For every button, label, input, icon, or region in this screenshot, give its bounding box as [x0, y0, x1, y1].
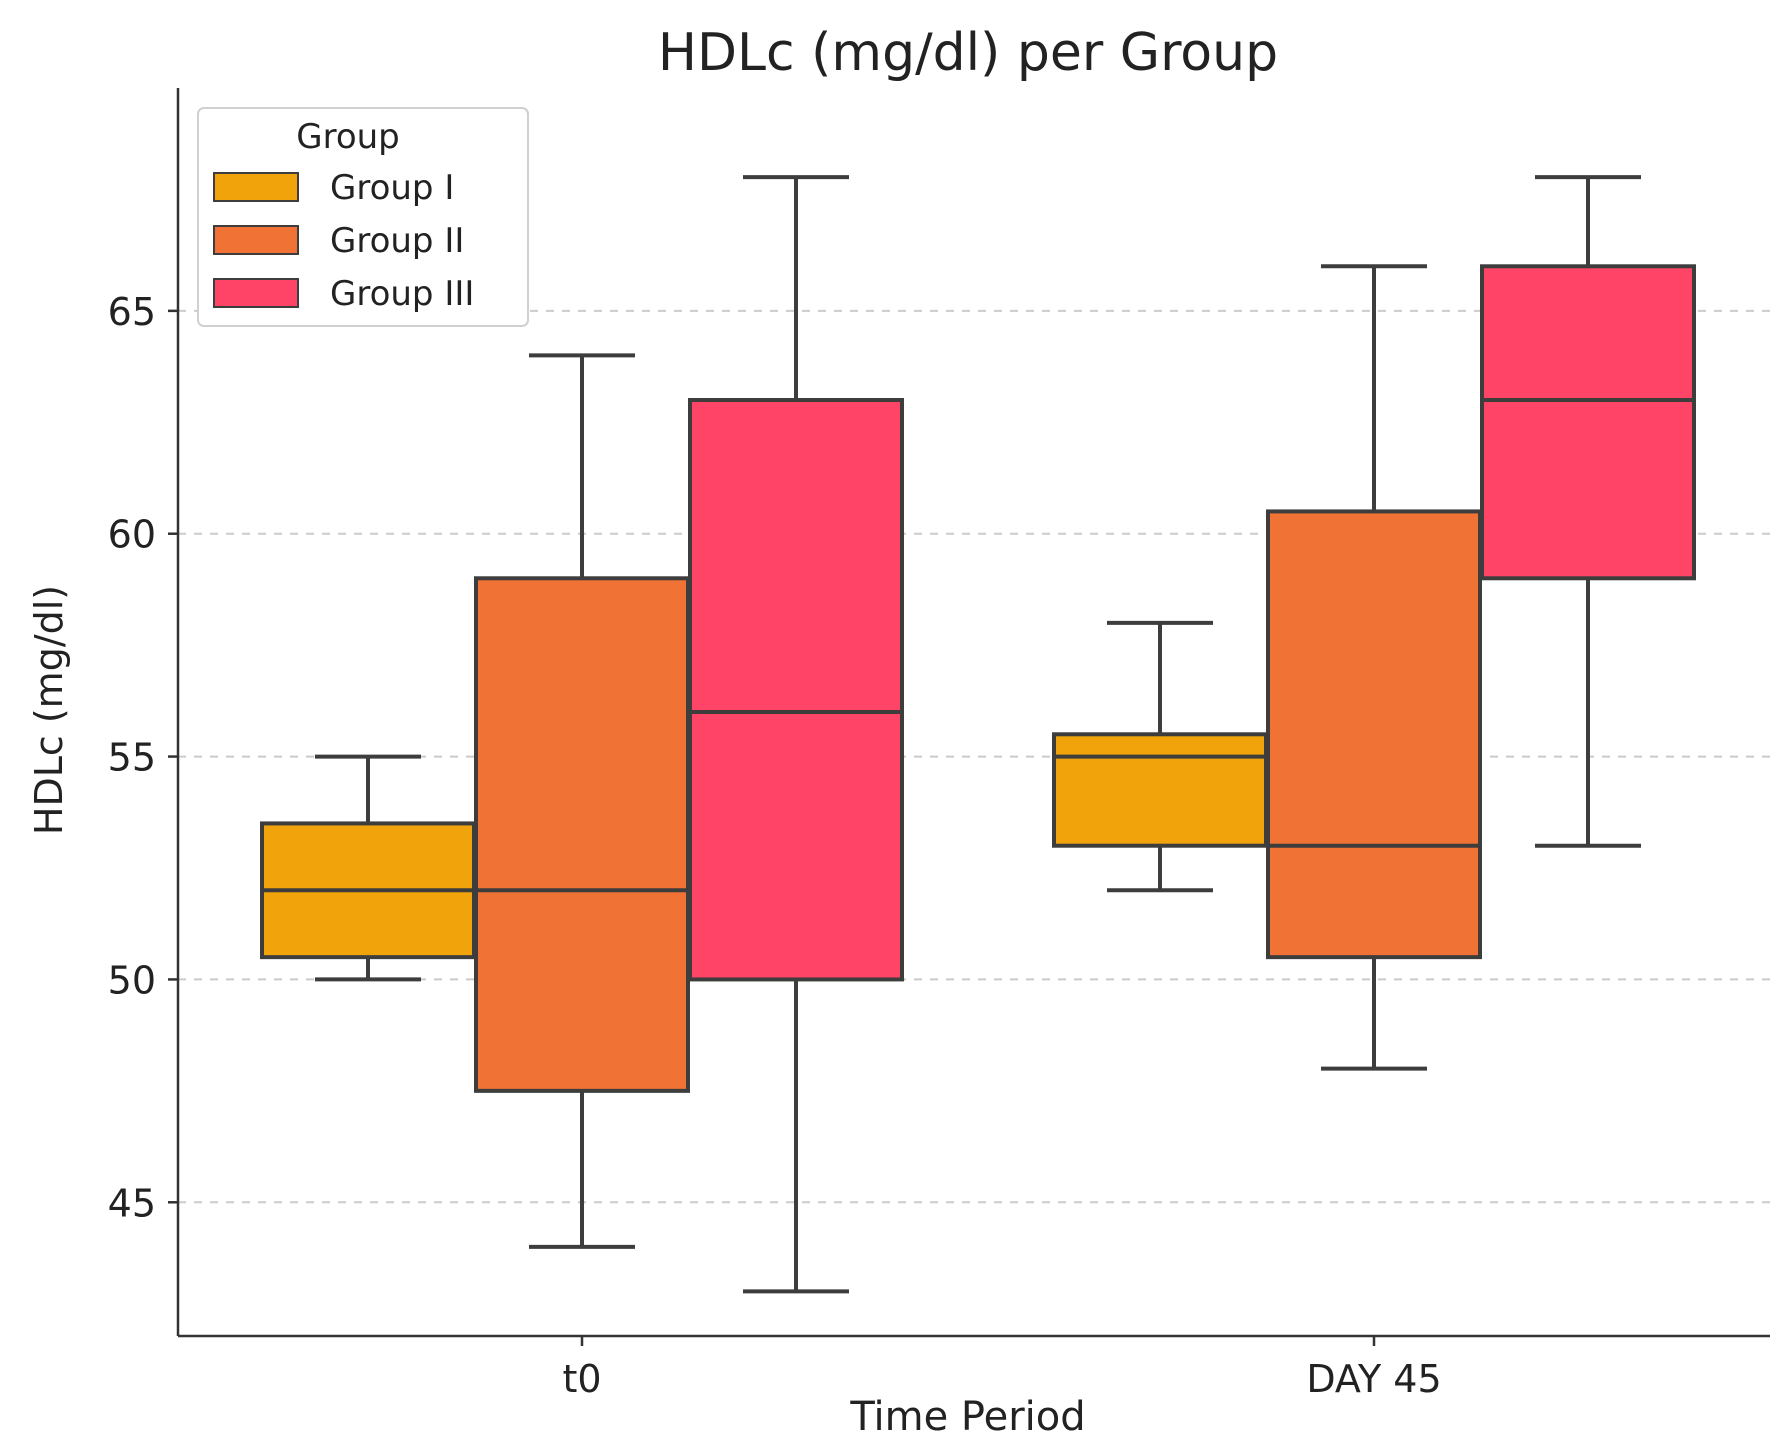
box-group-ii-0 — [474, 353, 690, 1249]
legend-label: Group I — [330, 168, 454, 208]
x-axis-label: Time Period — [849, 1394, 1085, 1440]
legend: Group Group I Group II Group III — [197, 107, 529, 327]
legend-swatch — [213, 225, 299, 255]
box-group-i-1 — [1052, 620, 1268, 893]
legend-label: Group III — [330, 274, 474, 314]
x-tick-label-1: DAY 45 — [1306, 1357, 1441, 1401]
y-axis-label: HDLc (mg/dl) — [27, 585, 71, 835]
boxes-layer — [260, 175, 1696, 1294]
legend-swatch — [213, 172, 299, 202]
iqr-box — [1052, 732, 1268, 848]
legend-entry-group-ii: Group II — [213, 221, 464, 261]
legend-frame — [197, 107, 529, 327]
labels-layer: HDLc (mg/dl) per Group Time Period HDLc … — [27, 23, 1278, 1440]
box-group-iii-0 — [688, 175, 904, 1294]
legend-label: Group II — [330, 221, 464, 261]
legend-entries: Group I Group II Group III — [213, 168, 474, 314]
iqr-box — [474, 576, 690, 1093]
box-group-i-0 — [260, 754, 476, 982]
iqr-box — [1480, 264, 1696, 581]
iqr-box — [1266, 509, 1482, 960]
legend-title: Group — [296, 117, 400, 157]
y-tick-label-55: 55 — [108, 736, 156, 780]
y-tick-label-65: 65 — [108, 290, 156, 334]
x-tick-label-0: t0 — [562, 1357, 601, 1401]
chart-title: HDLc (mg/dl) per Group — [658, 23, 1278, 83]
y-tick-label-45: 45 — [108, 1181, 156, 1225]
legend-entry-group-iii: Group III — [213, 274, 474, 314]
box-group-iii-1 — [1480, 175, 1696, 848]
y-tick-label-50: 50 — [108, 958, 156, 1002]
iqr-box — [688, 398, 904, 982]
y-tick-label-60: 60 — [108, 513, 156, 557]
legend-swatch — [213, 278, 299, 308]
axes-layer: 45 50 55 60 65 t0 DAY 45 — [108, 88, 1770, 1401]
legend-entry-group-i: Group I — [213, 168, 454, 208]
box-group-ii-1 — [1266, 264, 1482, 1071]
